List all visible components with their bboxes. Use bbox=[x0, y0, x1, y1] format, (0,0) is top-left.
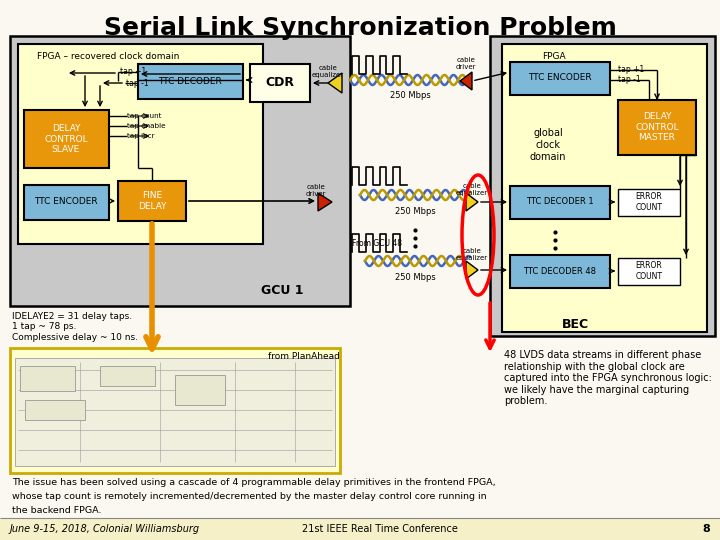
Text: cable
driver: cable driver bbox=[456, 57, 476, 70]
Bar bbox=[20, 366, 75, 391]
Text: FPGA: FPGA bbox=[542, 52, 566, 61]
Bar bbox=[10, 36, 350, 306]
Bar bbox=[490, 36, 715, 336]
Bar bbox=[18, 44, 263, 244]
Text: tap +1: tap +1 bbox=[618, 65, 644, 75]
Text: the backend FPGA.: the backend FPGA. bbox=[12, 506, 102, 515]
Polygon shape bbox=[460, 72, 472, 90]
Bar bbox=[510, 62, 610, 95]
Text: tap incr: tap incr bbox=[127, 133, 155, 139]
Text: TTC DECODER 48: TTC DECODER 48 bbox=[523, 267, 596, 275]
Text: 48 LVDS data streams in different phase
relationship with the global clock are
c: 48 LVDS data streams in different phase … bbox=[504, 350, 712, 407]
Text: TTC ENCODER: TTC ENCODER bbox=[528, 73, 592, 83]
Bar bbox=[175, 375, 225, 405]
Bar bbox=[25, 400, 85, 420]
Text: TTC DECODER: TTC DECODER bbox=[158, 77, 222, 85]
Text: cable
equalizer: cable equalizer bbox=[456, 248, 488, 261]
Text: 250 Mbps: 250 Mbps bbox=[395, 206, 436, 215]
Bar bbox=[250, 64, 310, 102]
Bar bbox=[15, 358, 335, 466]
Text: DELAY
CONTROL
SLAVE: DELAY CONTROL SLAVE bbox=[44, 124, 88, 154]
Polygon shape bbox=[466, 193, 478, 211]
Text: FPGA – recovered clock domain: FPGA – recovered clock domain bbox=[37, 52, 179, 61]
Polygon shape bbox=[318, 193, 332, 211]
Text: tap -1: tap -1 bbox=[618, 76, 641, 84]
Text: DELAY
CONTROL
MASTER: DELAY CONTROL MASTER bbox=[635, 112, 679, 142]
Text: FINE
DELAY: FINE DELAY bbox=[138, 191, 166, 211]
Bar bbox=[24, 185, 109, 220]
Text: tap +1: tap +1 bbox=[120, 68, 146, 77]
Bar bbox=[24, 110, 109, 168]
Text: 21st IEEE Real Time Conference: 21st IEEE Real Time Conference bbox=[302, 524, 458, 534]
Text: global
clock
domain: global clock domain bbox=[530, 129, 566, 161]
Bar bbox=[100, 366, 155, 386]
Bar bbox=[510, 186, 610, 219]
Bar bbox=[118, 181, 186, 221]
Text: CDR: CDR bbox=[266, 77, 294, 90]
Bar bbox=[510, 255, 610, 288]
Text: From GCU 48: From GCU 48 bbox=[352, 239, 402, 248]
Bar bbox=[618, 100, 696, 155]
Text: tap -1: tap -1 bbox=[126, 78, 148, 87]
Text: Serial Link Synchronization Problem: Serial Link Synchronization Problem bbox=[104, 16, 616, 40]
Text: whose tap count is remotely incremented/decremented by the master delay control : whose tap count is remotely incremented/… bbox=[12, 492, 487, 501]
Text: IDELAYE2 = 31 delay taps.
1 tap ~ 78 ps.
Complessive delay ~ 10 ns.: IDELAYE2 = 31 delay taps. 1 tap ~ 78 ps.… bbox=[12, 312, 138, 342]
Bar bbox=[502, 44, 707, 332]
Polygon shape bbox=[466, 261, 478, 279]
Text: 250 Mbps: 250 Mbps bbox=[395, 273, 436, 281]
Text: The issue has been solved using a cascade of 4 programmable delay primitives in : The issue has been solved using a cascad… bbox=[12, 478, 495, 487]
Bar bbox=[618, 258, 680, 285]
Text: TTC ENCODER: TTC ENCODER bbox=[34, 198, 98, 206]
Text: cable
equalizer: cable equalizer bbox=[312, 65, 344, 78]
Text: ERROR
COUNT: ERROR COUNT bbox=[636, 261, 662, 281]
Text: BEC: BEC bbox=[562, 319, 588, 332]
Text: 8: 8 bbox=[702, 524, 710, 534]
Text: 250 Mbps: 250 Mbps bbox=[390, 91, 431, 100]
Bar bbox=[0, 518, 720, 540]
Text: tap count: tap count bbox=[127, 113, 161, 119]
Text: cable
driver: cable driver bbox=[306, 184, 326, 197]
Text: ERROR
COUNT: ERROR COUNT bbox=[636, 192, 662, 212]
Text: June 9-15, 2018, Colonial Williamsburg: June 9-15, 2018, Colonial Williamsburg bbox=[10, 524, 200, 534]
Bar bbox=[10, 348, 340, 473]
Text: GCU 1: GCU 1 bbox=[261, 284, 303, 296]
Text: TTC DECODER 1: TTC DECODER 1 bbox=[526, 198, 594, 206]
Bar bbox=[138, 64, 243, 99]
Text: tap enable: tap enable bbox=[127, 123, 166, 129]
Bar bbox=[618, 189, 680, 216]
Text: from PlanAhead: from PlanAhead bbox=[268, 352, 340, 361]
Text: cable
equalizer: cable equalizer bbox=[456, 183, 488, 196]
Polygon shape bbox=[328, 73, 342, 93]
